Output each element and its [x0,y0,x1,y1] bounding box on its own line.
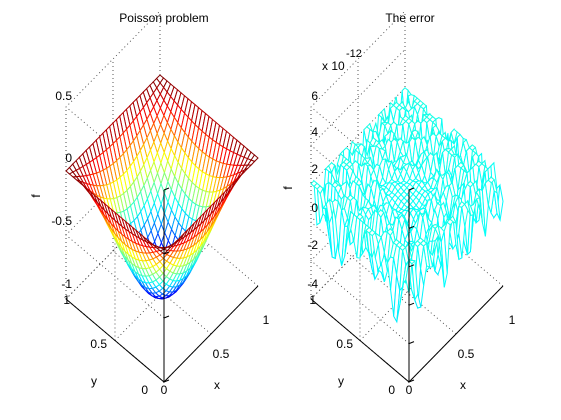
poisson-title: Poisson problem [119,11,208,25]
error-x-tick-0.5: 0.5 [458,347,475,361]
error-z-tick-4: 4 [311,125,318,139]
error-ztick-mark-1 [409,342,414,344]
error-z-tick-6: 6 [311,89,318,103]
error-z-tick-2: 2 [311,162,318,176]
poisson-x-tick-0.5: 0.5 [213,347,230,361]
error-y-tick-0: 0 [388,383,395,397]
poisson-axis-y [66,299,164,382]
error-y-label: y [338,374,344,388]
poisson-x-tick-1: 1 [263,313,270,327]
error-ztick-mark-2 [409,303,414,305]
poisson-ztick-mark-1 [164,316,169,318]
error-y-tick-1: 1 [309,293,316,307]
error-surface-mesh [311,88,503,322]
poisson-x-label: x [214,378,220,392]
error-scale-exponent: -12 [346,48,362,60]
poisson-z-tick-neg0.5: -0.5 [51,214,72,228]
error-plot: The error x 10 -12 6 4 2 0 -2 -4 f 1 0.5… [281,11,516,397]
error-x-label: x [460,378,466,392]
error-scale-label: x 10 [322,59,345,73]
error-title: The error [385,11,434,25]
poisson-z-tick-0: 0 [65,151,72,165]
poisson-problem-plot: Poisson problem 0.5 0 -0.5 -1 f 1 0.5 0 … [29,11,270,397]
poisson-y-tick-1: 1 [63,293,70,307]
error-z-tick-neg4: -4 [307,277,318,291]
error-y-tick-0.5: 0.5 [336,337,353,351]
poisson-z-tick-neg1: -1 [61,277,72,291]
poisson-z-label: f [29,194,43,198]
error-z-tick-neg2: -2 [307,238,318,252]
poisson-y-tick-0: 0 [141,383,148,397]
error-x-tick-1: 1 [509,313,516,327]
poisson-y-label: y [91,374,97,388]
error-z-label: f [281,186,295,190]
poisson-y-tick-0.5: 0.5 [90,337,107,351]
poisson-surface-mesh [66,75,258,299]
error-z-tick-0: 0 [311,201,318,215]
poisson-z-tick-0.5: 0.5 [55,89,72,103]
error-x-tick-0: 0 [406,383,413,397]
poisson-x-tick-0: 0 [161,383,168,397]
